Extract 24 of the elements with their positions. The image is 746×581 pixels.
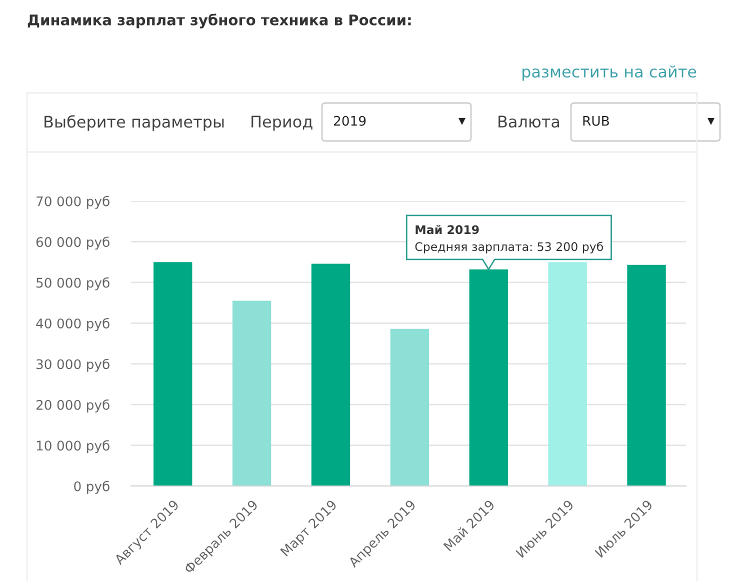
bar: [311, 264, 350, 486]
annotation: Май 2019: [416, 224, 479, 234]
y-tick-label: 50 000 руб: [36, 277, 110, 290]
bar: [548, 262, 587, 486]
text: разместить на сайте: [522, 65, 696, 81]
y-tick-label: 30 000 руб: [36, 358, 110, 372]
y-tick-label: 60 000 руб: [36, 236, 110, 250]
bar: [154, 262, 192, 486]
bar: [390, 328, 430, 486]
y-tick-label: 20 000 руб: [36, 399, 110, 412]
y-tick-label: 70 000 руб: [36, 196, 110, 209]
bar: [627, 264, 666, 486]
text: 2019: [334, 116, 366, 126]
y-tick-label: 40 000 руб: [36, 318, 110, 332]
text: Период: [252, 116, 312, 131]
y-tick-label: 10 000 руб: [36, 440, 110, 454]
annotation: Средняя зарплата: 53 200 руб: [415, 242, 603, 254]
text: Выберите параметры: [44, 115, 224, 131]
bar: [232, 300, 272, 486]
y-tick-label: 0 руб: [74, 480, 110, 494]
text: RUB: [583, 116, 609, 126]
bar: [469, 269, 508, 486]
text: Валюта: [498, 116, 560, 128]
chart-title: Динамика зарплат зубного техника в России:: [28, 14, 411, 28]
